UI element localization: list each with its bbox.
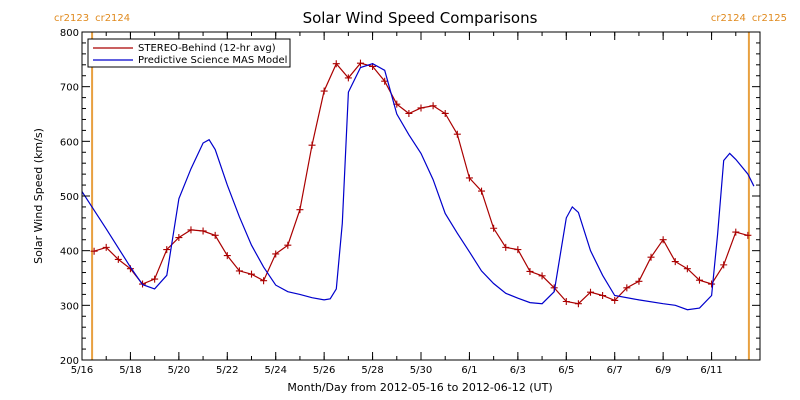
x-tick-label: 5/20: [168, 365, 190, 376]
x-axis-label: Month/Day from 2012-05-16 to 2012-06-12 …: [287, 381, 552, 394]
data-point: [223, 252, 231, 260]
y-tick-label: 300: [60, 301, 79, 312]
data-point: [502, 243, 510, 251]
data-point: [514, 246, 522, 254]
data-point: [284, 241, 292, 249]
legend-box: [87, 38, 291, 68]
data-point: [90, 247, 98, 255]
y-tick-label: 500: [60, 192, 79, 203]
carrington-label-left-0: cr2123: [54, 13, 89, 24]
data-point: [490, 224, 498, 232]
data-point: [175, 234, 183, 242]
data-point: [296, 206, 304, 214]
legend-label-stereo: STEREO-Behind (12-hr avg): [138, 43, 276, 54]
data-point: [695, 276, 703, 284]
data-point: [248, 270, 255, 278]
carrington-label-left-1: cr2124: [711, 13, 746, 24]
y-axis-label: Solar Wind Speed (km/s): [32, 128, 45, 264]
plot-frame: [81, 31, 761, 361]
data-point: [623, 284, 631, 292]
y-tick-label: 600: [60, 137, 79, 148]
x-tick-label: 6/9: [655, 365, 671, 376]
data-point: [732, 228, 740, 236]
data-point: [647, 253, 655, 261]
data-point: [235, 267, 243, 275]
legend-label-mas-model: Predictive Science MAS Model: [138, 55, 287, 66]
data-point: [744, 231, 752, 239]
x-tick-label: 5/24: [264, 365, 286, 376]
series-line-1: [81, 63, 755, 311]
data-point: [260, 277, 268, 285]
data-point: [465, 174, 473, 182]
data-point: [587, 288, 594, 296]
x-tick-label: 5/28: [361, 365, 383, 376]
series-group: [81, 59, 755, 311]
series-1: [81, 63, 755, 311]
data-point: [635, 277, 643, 285]
data-point: [478, 187, 486, 195]
y-tick-label: 200: [60, 356, 79, 367]
y-tick-label: 400: [60, 247, 79, 258]
data-point: [720, 261, 728, 269]
data-point: [308, 141, 316, 149]
series-0: [90, 59, 752, 308]
data-point: [599, 291, 607, 299]
legend: STEREO-Behind (12-hr avg) Predictive Sci…: [87, 38, 291, 68]
x-tick-label: 5/18: [119, 365, 141, 376]
data-point: [429, 102, 437, 110]
data-point: [332, 60, 340, 68]
data-point: [405, 109, 413, 117]
data-point: [102, 243, 110, 251]
data-point: [708, 280, 716, 288]
carrington-label-right-1: cr2125: [752, 13, 787, 24]
x-tick-label: 6/1: [461, 365, 477, 376]
series-line-0: [93, 62, 749, 305]
data-point: [187, 226, 195, 234]
data-point: [453, 130, 461, 138]
x-tick-label: 5/22: [216, 365, 238, 376]
data-point: [163, 246, 171, 254]
data-point: [611, 296, 619, 304]
data-point: [417, 104, 425, 112]
data-point: [151, 275, 159, 283]
data-point: [344, 74, 352, 82]
data-point: [356, 59, 364, 67]
x-tick-label: 5/30: [410, 365, 432, 376]
data-point: [538, 272, 546, 280]
data-point: [199, 227, 207, 235]
data-point: [114, 255, 122, 263]
data-point: [211, 231, 219, 239]
data-point: [659, 236, 667, 244]
axes-group: 200 300 400 500 600 700 800 5/16 5/18 5/20 5/22 5/2…: [60, 28, 761, 376]
data-point: [320, 87, 328, 95]
x-tick-label: 6/5: [558, 365, 574, 376]
x-tick-label: 6/11: [700, 365, 722, 376]
x-tick-label: 5/26: [313, 365, 335, 376]
data-point: [526, 267, 534, 275]
carrington-rotation-markers: cr2123 cr2124 cr2124 cr2125: [54, 13, 787, 360]
data-point: [683, 265, 691, 273]
data-point: [381, 77, 389, 85]
y-tick-label: 700: [60, 83, 79, 94]
data-point: [574, 300, 582, 308]
data-point: [671, 258, 679, 266]
x-tick-label: 5/16: [71, 365, 93, 376]
carrington-label-right-0: cr2124: [95, 13, 130, 24]
y-tick-label: 800: [60, 28, 79, 39]
x-tick-label: 6/7: [607, 365, 623, 376]
data-point: [562, 298, 570, 306]
x-tick-label: 6/3: [510, 365, 526, 376]
data-point: [272, 250, 280, 258]
chart-title: Solar Wind Speed Comparisons: [303, 9, 538, 27]
data-point: [441, 109, 449, 117]
